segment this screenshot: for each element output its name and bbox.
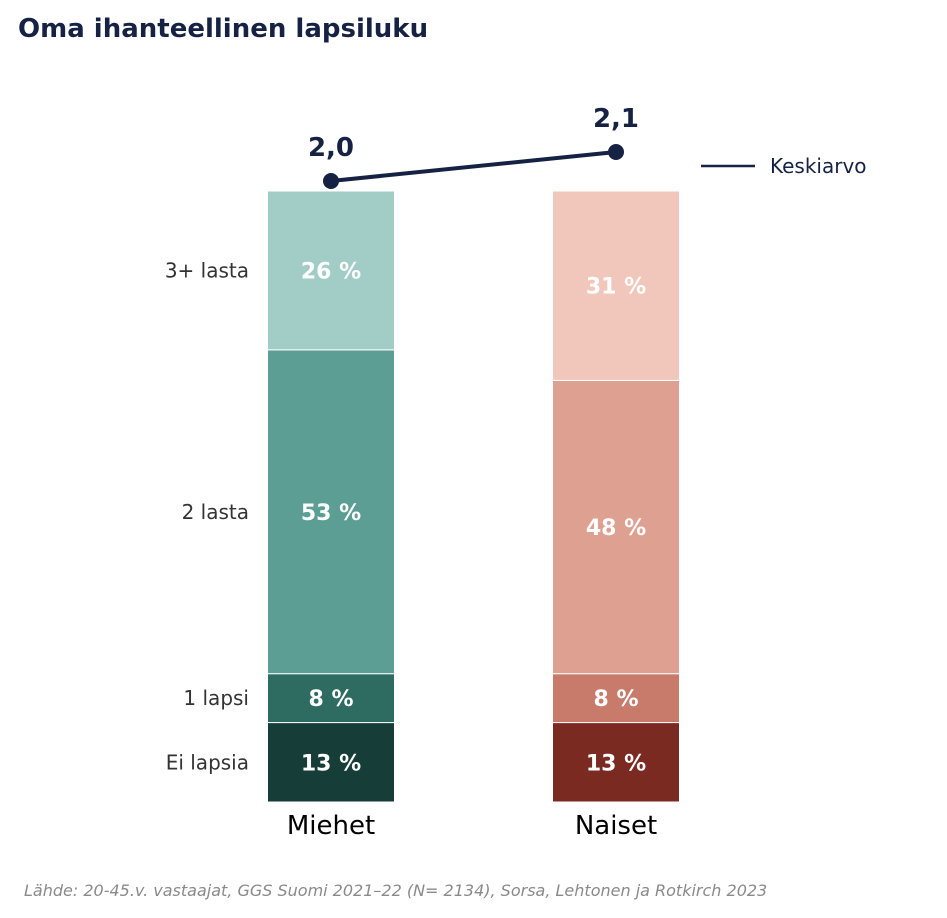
data-label-miehet-3-lasta: 26 % [301,259,361,284]
category-label-1-lapsi: 1 lapsi [183,686,249,710]
bar-segment-miehet-2-lasta [267,349,395,675]
category-label-ei-lapsia: Ei lapsia [166,750,249,774]
data-label-naiset-2-lasta: 48 % [586,516,646,541]
x-tick-label-miehet: Miehet [287,811,375,841]
average-label-naiset: 2,1 [593,104,639,134]
bar-segment-naiset-ei-lapsia [552,722,680,803]
data-label-miehet-1-lapsi: 8 % [308,687,353,712]
average-line [330,150,617,183]
average-point-miehet [323,173,339,189]
bar-segment-naiset-3-lasta [552,190,680,381]
bars: 13 % 8 % 53 % 26 % 13 % 8 % 48 % 31 % [267,190,680,803]
bar-segment-naiset-1-lapsi [552,673,680,724]
data-label-naiset-ei-lapsia: 13 % [586,751,646,776]
category-label-3-lasta: 3+ lasta [165,258,249,282]
category-labels: Ei lapsia 1 lapsi 2 lasta 3+ lasta [165,258,249,774]
chart-title: Oma ihanteellinen lapsiluku [18,14,429,44]
bar-segment-miehet-ei-lapsia [267,722,395,803]
data-label-miehet-ei-lapsia: 13 % [301,751,361,776]
x-tick-label-naiset: Naiset [575,811,657,841]
average-line-layer: 2,0 2,1 [308,104,639,189]
data-label-miehet-2-lasta: 53 % [301,501,361,526]
average-point-naiset [608,144,624,160]
average-label-miehet: 2,0 [308,133,354,163]
legend: Keskiarvo [701,154,867,178]
data-label-naiset-3-lasta: 31 % [586,275,646,300]
data-label-naiset-1-lapsi: 8 % [593,687,638,712]
source-note: Lähde: 20-45.v. vastaajat, GGS Suomi 202… [24,881,768,900]
category-label-2-lasta: 2 lasta [182,500,249,524]
legend-label-keskiarvo: Keskiarvo [770,154,867,178]
bar-segment-naiset-2-lasta [552,379,680,675]
x-axis-labels: Miehet Naiset [287,811,657,841]
bar-segment-miehet-3-lasta [267,190,395,351]
